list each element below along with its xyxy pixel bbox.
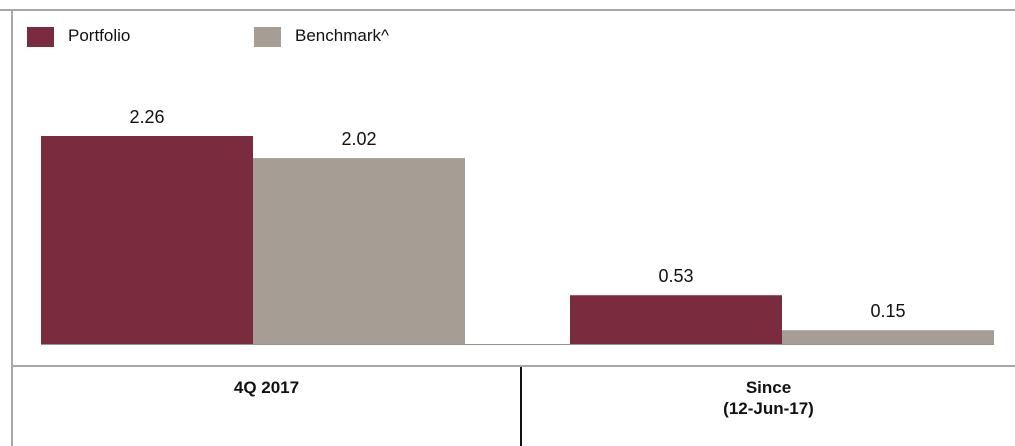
bar-benchmark-1: [782, 330, 994, 344]
category-divider: [520, 367, 522, 446]
data-label-benchmark-1: 0.15: [870, 301, 905, 321]
legend-label-portfolio: Portfolio: [68, 26, 131, 45]
bar-portfolio-1: [570, 295, 782, 344]
data-label-benchmark-0: 2.02: [341, 129, 376, 149]
bar-benchmark-0: [253, 158, 465, 344]
separator-line: [11, 365, 1015, 367]
legend-swatch-portfolio: [27, 27, 54, 47]
left-border: [11, 9, 13, 446]
legend-label-benchmark: Benchmark^: [295, 26, 389, 45]
data-label-portfolio-1: 0.53: [658, 266, 693, 286]
category-label-4q-2017: 4Q 2017: [233, 378, 300, 397]
bar-portfolio-0: [41, 136, 253, 344]
data-label-portfolio-0: 2.26: [129, 107, 164, 127]
top-border: [0, 9, 1015, 11]
category-label-since-line2: (12-Jun-17): [723, 399, 814, 418]
legend-swatch-benchmark: [254, 27, 281, 47]
category-label-since: Since (12-Jun-17): [522, 377, 1015, 419]
category-label-since-line1: Since: [745, 378, 792, 397]
